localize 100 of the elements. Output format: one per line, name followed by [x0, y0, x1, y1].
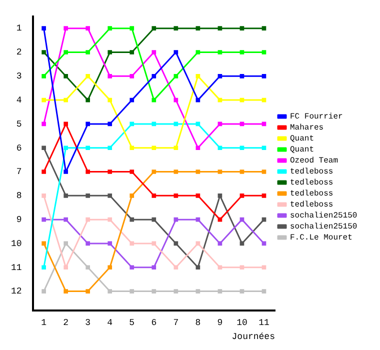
point [218, 26, 222, 31]
y-tick-label: 9 [16, 214, 22, 225]
point [196, 26, 200, 31]
point [174, 146, 178, 150]
point [240, 146, 244, 150]
point [42, 26, 46, 31]
point [130, 289, 134, 294]
point [86, 217, 90, 222]
point [196, 241, 200, 246]
point [262, 74, 266, 78]
legend-label: tedleboss [290, 200, 334, 210]
point [218, 74, 222, 78]
point [240, 74, 244, 78]
point [262, 194, 266, 198]
y-tick-label: 5 [16, 119, 22, 130]
x-tick-label: 4 [107, 318, 113, 328]
point [108, 265, 112, 270]
x-tick-label: 7 [173, 318, 179, 328]
x-tick-label: 3 [85, 318, 91, 328]
point [86, 265, 90, 270]
point [174, 217, 178, 222]
point [218, 122, 222, 126]
point [262, 50, 266, 54]
point [64, 98, 68, 102]
point [262, 26, 266, 31]
point [86, 74, 90, 78]
point [218, 217, 222, 222]
x-tick-label: 11 [258, 318, 270, 328]
point [174, 50, 178, 54]
point [240, 98, 244, 102]
point [86, 289, 90, 294]
legend-label: tedleboss [290, 178, 334, 188]
point [130, 194, 134, 198]
point [64, 194, 68, 198]
legend-label: tedleboss [290, 190, 334, 199]
y-tick-label: 11 [10, 262, 22, 273]
point [196, 74, 200, 78]
point [240, 289, 244, 294]
x-tick-label: 8 [195, 318, 201, 328]
point [262, 146, 266, 150]
point [108, 146, 112, 150]
point [130, 265, 134, 270]
point [86, 98, 90, 102]
point [218, 146, 222, 150]
point [108, 74, 112, 78]
point [196, 289, 200, 294]
point [86, 146, 90, 150]
x-axis-title: Journées [232, 332, 275, 342]
point [130, 146, 134, 150]
y-tick-label: 10 [10, 238, 22, 249]
point [64, 241, 68, 246]
point [86, 50, 90, 54]
point [130, 241, 134, 246]
point [42, 289, 46, 294]
point [108, 50, 112, 54]
point [174, 122, 178, 126]
point [86, 170, 90, 174]
x-tick-label: 5 [129, 318, 135, 328]
x-tick-label: 10 [236, 318, 248, 328]
point [64, 122, 68, 126]
point [152, 241, 156, 246]
point [130, 217, 134, 222]
point [42, 194, 46, 198]
point [218, 194, 222, 198]
point [42, 265, 46, 270]
legend-label: F.C.Le Mouret [290, 234, 352, 243]
point [174, 98, 178, 102]
y-tick-label: 8 [16, 191, 22, 202]
point [64, 217, 68, 222]
point [174, 74, 178, 78]
point [240, 217, 244, 222]
point [240, 26, 244, 31]
point [240, 170, 244, 174]
point [196, 170, 200, 174]
point [196, 122, 200, 126]
point [218, 98, 222, 102]
point [240, 122, 244, 126]
legend-label: tedleboss [290, 168, 334, 177]
point [218, 265, 222, 270]
point [174, 170, 178, 174]
point [218, 50, 222, 54]
y-tick-label: 1 [16, 24, 22, 34]
y-tick-label: 3 [16, 72, 22, 82]
point [196, 265, 200, 270]
point [130, 122, 134, 126]
point [196, 98, 200, 102]
x-tick-label: 6 [151, 318, 157, 328]
point [64, 26, 68, 31]
point [240, 50, 244, 54]
x-tick-label: 2 [63, 318, 69, 328]
point [218, 170, 222, 174]
point [174, 194, 178, 198]
point [64, 289, 68, 294]
point [86, 26, 90, 31]
point [174, 26, 178, 31]
legend-label: Quant [290, 134, 314, 144]
y-tick-label: 2 [16, 48, 22, 58]
point [108, 217, 112, 222]
point [130, 26, 134, 31]
point [64, 146, 68, 150]
